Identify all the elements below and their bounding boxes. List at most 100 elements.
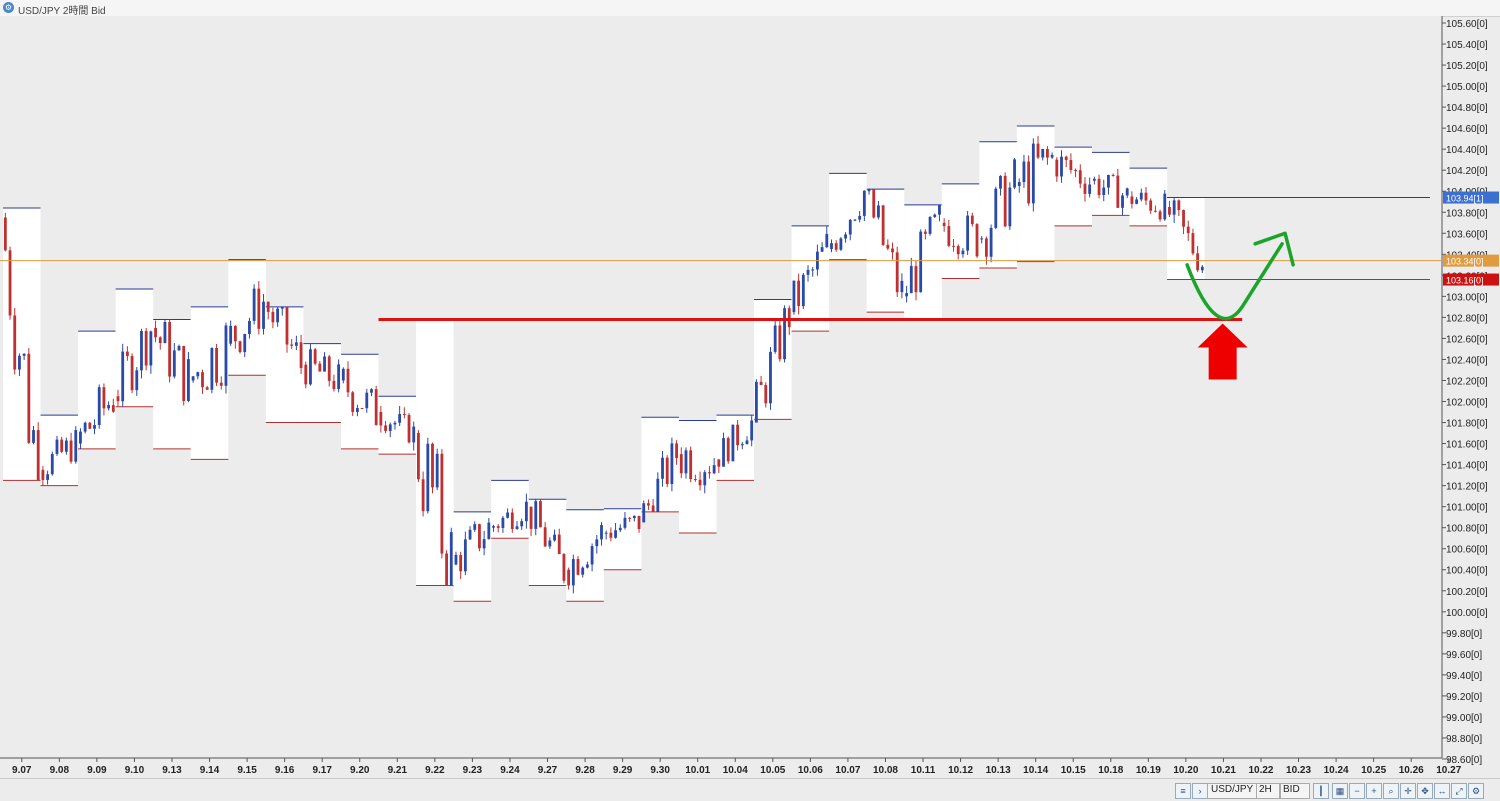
candle-body (900, 280, 904, 293)
candle-body (88, 422, 92, 429)
candle-body (93, 425, 96, 429)
candle-body (1158, 211, 1162, 220)
candle-body (1036, 143, 1040, 158)
candle-body (769, 351, 772, 404)
settings-icon[interactable]: ⚙ (1468, 783, 1484, 799)
candle-body (970, 215, 974, 225)
candle-body (632, 515, 636, 519)
candle-body (318, 363, 322, 372)
candle-body (1186, 226, 1190, 234)
candle-body (862, 190, 866, 216)
candle-body (529, 506, 533, 529)
time-tick-label: 10.25 (1361, 765, 1386, 776)
candle-body (501, 517, 505, 528)
time-tick-label: 9.16 (275, 765, 295, 776)
price-tick-label: 99.40[0] (1446, 671, 1482, 682)
candle-body (722, 438, 725, 467)
candle-body (341, 368, 345, 381)
candle-body (55, 439, 59, 454)
price-tick-label: 98.80[0] (1446, 734, 1482, 745)
candle-body (914, 266, 918, 293)
price-type-select[interactable] (1280, 783, 1310, 799)
candle-body (313, 349, 317, 364)
search-icon[interactable]: ⌕ (1383, 783, 1399, 799)
fit-icon[interactable]: ↔ (1434, 783, 1450, 799)
candle-body (571, 559, 575, 586)
daily-range-box (1016, 126, 1055, 262)
expand-icon[interactable]: ⤢ (1451, 783, 1467, 799)
candle-body (909, 266, 913, 294)
candle-body (576, 559, 580, 575)
plot-area (0, 16, 1442, 758)
candle-body (1196, 253, 1200, 271)
candle-body (1097, 178, 1101, 195)
time-tick-label: 10.12 (948, 765, 973, 776)
candle-body (999, 175, 1002, 189)
candle-style-icon[interactable]: ┃ (1313, 783, 1329, 799)
candle-body (895, 252, 899, 293)
candle-body (1013, 159, 1016, 188)
candle-body (665, 457, 669, 485)
time-tick-label: 10.13 (986, 765, 1011, 776)
candle-body (1144, 192, 1148, 201)
candle-body (125, 351, 129, 357)
zoom-out-icon[interactable]: − (1349, 783, 1365, 799)
candle-body (1163, 193, 1167, 220)
candle-body (266, 301, 270, 312)
candle-body (1111, 174, 1115, 176)
candle-body (510, 512, 514, 529)
price-tick-label: 98.60[0] (1446, 755, 1482, 766)
green-curve-arrow (1185, 242, 1284, 321)
price-tick-label: 103.80[0] (1446, 208, 1488, 219)
candle-body (388, 424, 392, 431)
candle-body (374, 389, 378, 426)
candle-body (647, 503, 650, 506)
candle-body (585, 564, 589, 568)
candle-body (187, 359, 190, 401)
move-icon[interactable]: ✥ (1417, 783, 1433, 799)
price-tick-label: 104.40[0] (1446, 145, 1488, 156)
candle-body (196, 372, 200, 377)
zoom-in-icon[interactable]: + (1366, 783, 1382, 799)
candle-body (891, 248, 894, 253)
price-marker-label: 103.16[0] (1446, 276, 1484, 286)
time-tick-label: 10.27 (1436, 765, 1461, 776)
candle-body (351, 392, 355, 412)
time-tick-label: 10.05 (760, 765, 785, 776)
candle-body (64, 440, 68, 452)
candle-body (492, 526, 495, 528)
price-chart[interactable]: 105.60[0] 105.40[0] 105.20[0] 105.00[0] 104.… (0, 16, 1500, 778)
candle-body (1125, 188, 1129, 196)
candle-body (215, 348, 218, 383)
candle-body (323, 356, 326, 372)
price-tick-label: 101.00[0] (1446, 503, 1488, 514)
crosshair-icon[interactable]: ✛ (1400, 783, 1416, 799)
candle-body (238, 341, 242, 353)
time-tick-label: 9.30 (650, 765, 670, 776)
candle-body (1060, 156, 1063, 177)
candle-body (675, 443, 678, 459)
candle-body (22, 353, 26, 356)
candle-body (41, 469, 45, 480)
candle-body (1139, 192, 1143, 200)
time-tick-label: 10.14 (1023, 765, 1048, 776)
scroll-handle-icon[interactable]: ≡ (1175, 783, 1191, 799)
candle-body (684, 450, 688, 474)
chart-type-icon[interactable]: ▦ (1332, 783, 1348, 799)
candle-body (872, 189, 876, 218)
candle-body (877, 205, 880, 218)
candle-body (69, 440, 73, 462)
candle-body (1064, 156, 1068, 161)
candle-body (783, 308, 786, 360)
timeframe-select[interactable] (1256, 783, 1280, 799)
red-up-arrow (1197, 323, 1248, 380)
scroll-right-icon[interactable]: › (1192, 783, 1208, 799)
price-tick-label: 99.00[0] (1446, 713, 1482, 724)
price-tick-label: 100.80[0] (1446, 524, 1488, 535)
candle-body (830, 243, 833, 250)
candle-body (1050, 154, 1054, 158)
price-tick-label: 102.20[0] (1446, 376, 1488, 387)
candle-body (506, 512, 510, 518)
candle-body (820, 247, 824, 252)
candle-body (858, 215, 862, 220)
